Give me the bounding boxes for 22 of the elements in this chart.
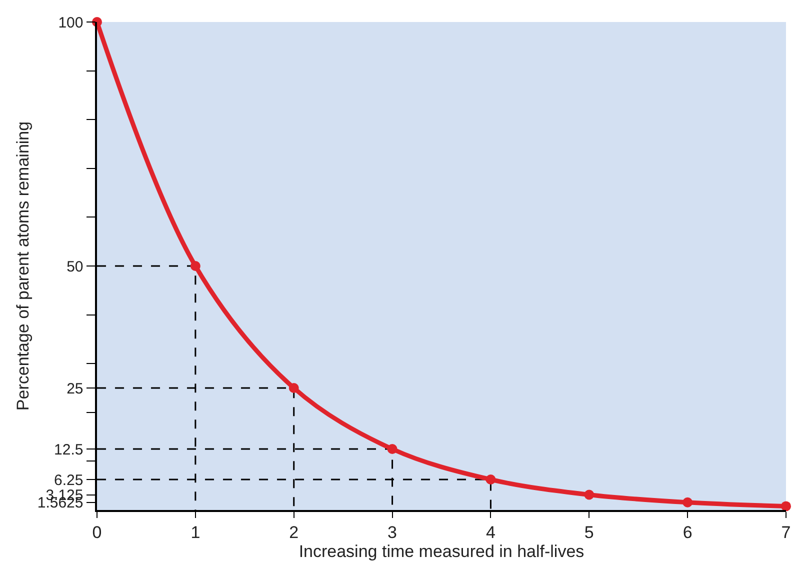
y-tick-label: 12.5 bbox=[54, 441, 84, 458]
point bbox=[190, 261, 200, 271]
y-axis-title: Percentage of parent atoms remaining bbox=[13, 121, 32, 411]
x-tick-label: 0 bbox=[92, 523, 102, 542]
x-axis-title: Increasing time measured in half-lives bbox=[298, 542, 584, 562]
x-tick-label: 5 bbox=[584, 523, 594, 542]
x-tick-label: 7 bbox=[781, 523, 791, 542]
point bbox=[387, 444, 398, 454]
point bbox=[584, 490, 594, 500]
x-tick-label: 4 bbox=[486, 523, 496, 542]
point bbox=[486, 474, 496, 484]
y-tick-label: 50 bbox=[66, 258, 84, 276]
y-tick-label: 100 bbox=[58, 14, 84, 32]
y-tick-label: 25 bbox=[66, 380, 84, 398]
point bbox=[781, 501, 791, 512]
y-tick-label: 6.25 bbox=[54, 472, 84, 489]
x-tick-label: 1 bbox=[190, 523, 200, 542]
x-tick-label: 6 bbox=[682, 523, 692, 542]
x-tick-label: 2 bbox=[289, 523, 299, 542]
x-tick-label: 3 bbox=[388, 523, 398, 542]
point bbox=[682, 497, 693, 508]
point bbox=[288, 383, 299, 393]
